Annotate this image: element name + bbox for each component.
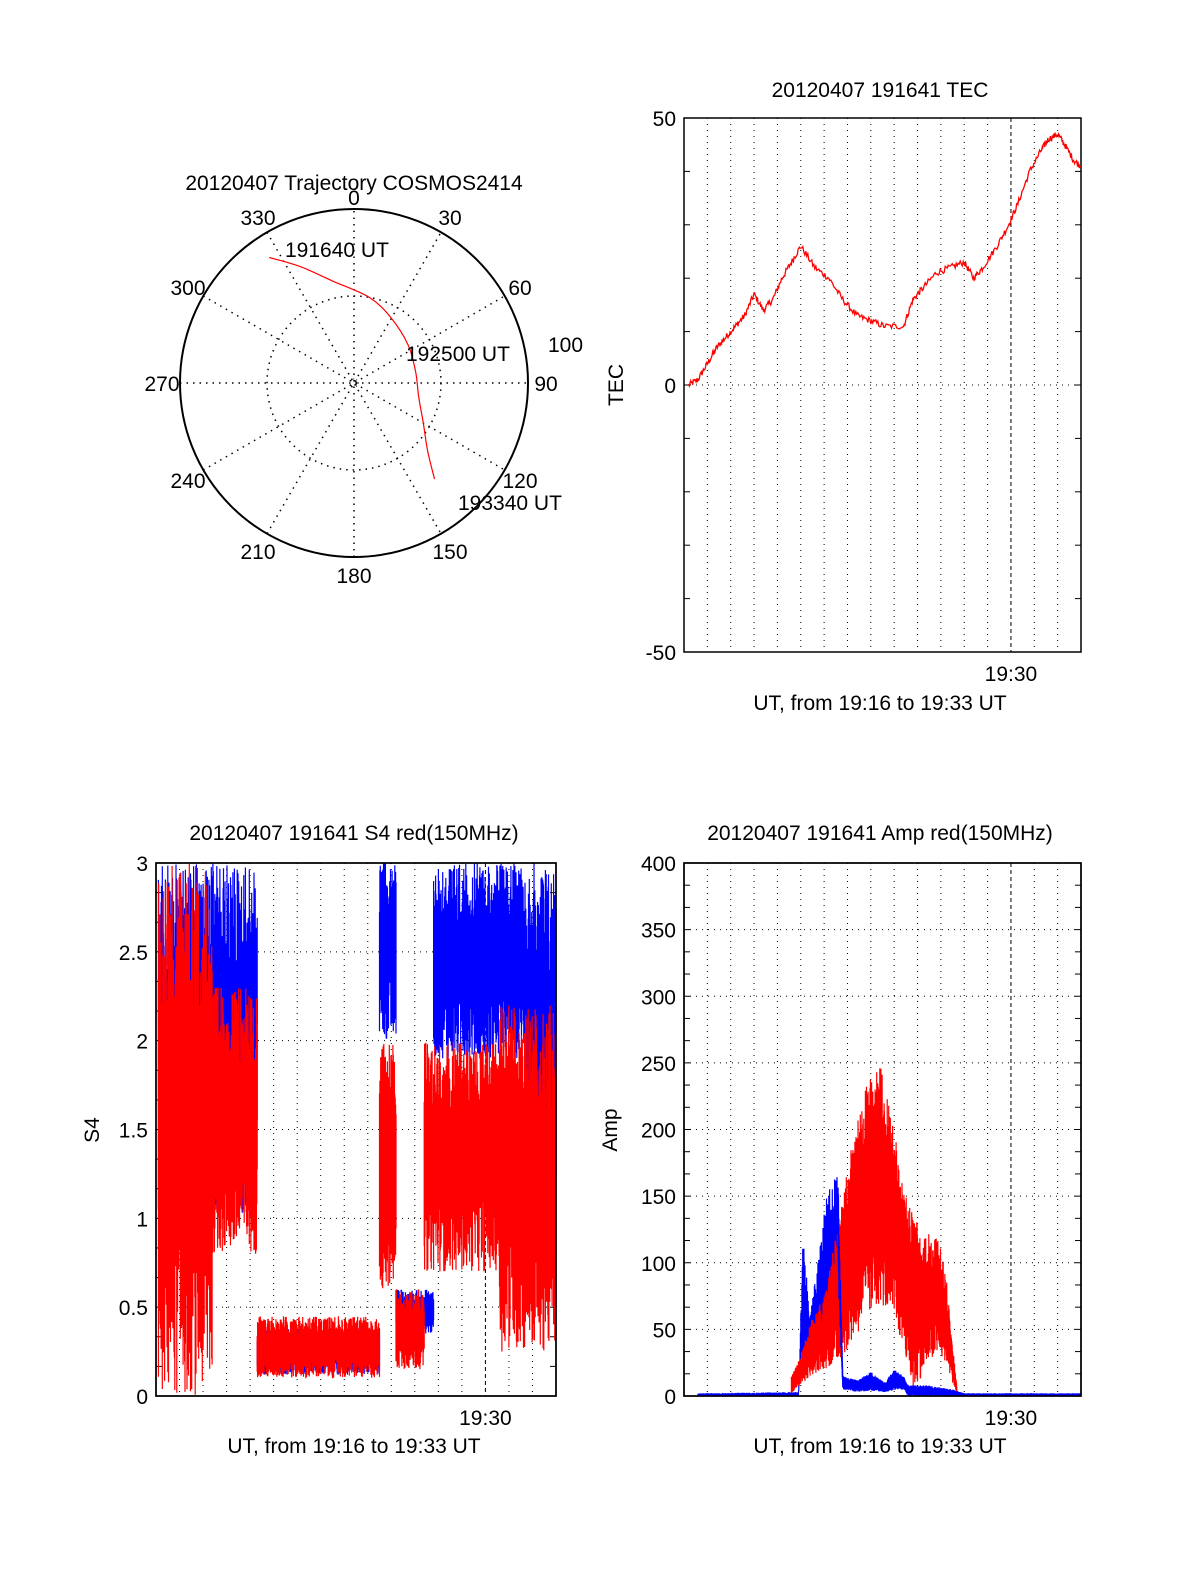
s4-title: 20120407 191641 S4 red(150MHz)	[189, 822, 518, 845]
trajectory-polar-chart: 20120407 Trajectory COSMOS2414 0 30 60 90 12…	[144, 172, 583, 588]
y-tick-label: 0	[136, 1386, 148, 1409]
y-tick-label: 350	[641, 920, 676, 943]
azimuth-label: 180	[336, 565, 371, 588]
s4-blue-series	[433, 863, 526, 1059]
s4-xlabel: UT, from 19:16 to 19:33 UT	[227, 1435, 480, 1458]
y-tick-label: 150	[641, 1186, 676, 1209]
plot-frame	[683, 862, 1082, 1397]
y-tick-label: -50	[646, 642, 676, 665]
plot-frame	[683, 117, 1082, 653]
s4-red-series	[423, 1041, 501, 1272]
y-tick-label: 200	[641, 1120, 676, 1143]
radial-label: 100	[548, 334, 583, 357]
y-tick-label: 3	[136, 853, 148, 876]
y-tick-label: 0.5	[119, 1297, 148, 1320]
amp-xlabel: UT, from 19:16 to 19:33 UT	[753, 1435, 1006, 1458]
y-tick-label: 1.5	[119, 1120, 148, 1143]
annotation-end: 193340 UT	[458, 492, 562, 515]
s4-red-series	[378, 1043, 397, 1289]
y-tick-label: 1	[136, 1208, 148, 1231]
polar-grid	[180, 209, 528, 557]
s4-chart: 20120407 191641 S4 red(150MHz) S4 UT, fr…	[81, 822, 557, 1458]
s4-red-series	[498, 1005, 557, 1352]
plot-frame	[155, 862, 557, 1397]
y-tick-label: 250	[641, 1053, 676, 1076]
annotation-mid: 192500 UT	[406, 343, 510, 366]
amp-title: 20120407 191641 Amp red(150MHz)	[707, 822, 1053, 845]
s4-blue-series	[378, 863, 397, 1039]
azimuth-label: 330	[240, 207, 275, 230]
s4-ylabel: S4	[81, 1117, 104, 1143]
y-tick-label: 50	[653, 108, 676, 131]
azimuth-label: 30	[438, 207, 461, 230]
y-tick-label: 100	[641, 1253, 676, 1276]
y-tick-label: 0	[664, 1386, 676, 1409]
amp-chart: 20120407 191641 Amp red(150MHz) Amp UT, …	[599, 822, 1082, 1458]
tec-xlabel: UT, from 19:16 to 19:33 UT	[753, 692, 1006, 715]
x-tick-label: 19:30	[459, 1407, 512, 1430]
s4-red-series	[256, 1316, 381, 1379]
y-tick-label: 2.5	[119, 942, 148, 965]
tec-ylabel: TEC	[605, 364, 628, 406]
s4-red-series	[157, 863, 214, 1395]
azimuth-label: 150	[432, 541, 467, 564]
y-tick-label: 300	[641, 986, 676, 1009]
azimuth-label: 210	[240, 541, 275, 564]
azimuth-label: 120	[502, 470, 537, 493]
y-tick-label: 50	[653, 1319, 676, 1342]
azimuth-labels: 0 30 60 90 120 150 180 210 240 270 300 330	[144, 187, 557, 588]
tec-title: 20120407 191641 TEC	[772, 79, 989, 102]
azimuth-label: 90	[534, 373, 557, 396]
s4-red-series	[395, 1289, 425, 1370]
azimuth-label: 0	[348, 187, 360, 210]
trajectory-title: 20120407 Trajectory COSMOS2414	[185, 172, 523, 195]
annotation-start: 191640 UT	[285, 239, 389, 262]
amp-ylabel: Amp	[599, 1108, 622, 1151]
y-tick-label: 0	[664, 375, 676, 398]
azimuth-label: 60	[508, 277, 531, 300]
trajectory-line	[269, 256, 436, 480]
x-tick-label: 19:30	[985, 1407, 1038, 1430]
azimuth-label: 300	[170, 277, 205, 300]
amp-blue-series-tail	[837, 1194, 1082, 1397]
y-tick-label: 400	[641, 853, 676, 876]
tec-chart: 20120407 191641 TEC TEC UT, from 19:16 t…	[605, 79, 1082, 715]
azimuth-label: 240	[170, 470, 205, 493]
azimuth-label: 270	[144, 373, 179, 396]
x-tick-label: 19:30	[985, 663, 1038, 686]
y-tick-label: 2	[136, 1031, 148, 1054]
polar-outer-circle	[179, 208, 529, 558]
amp-red-series	[790, 1068, 958, 1393]
s4-red-series	[211, 987, 258, 1254]
tec-series-line	[688, 131, 1082, 389]
